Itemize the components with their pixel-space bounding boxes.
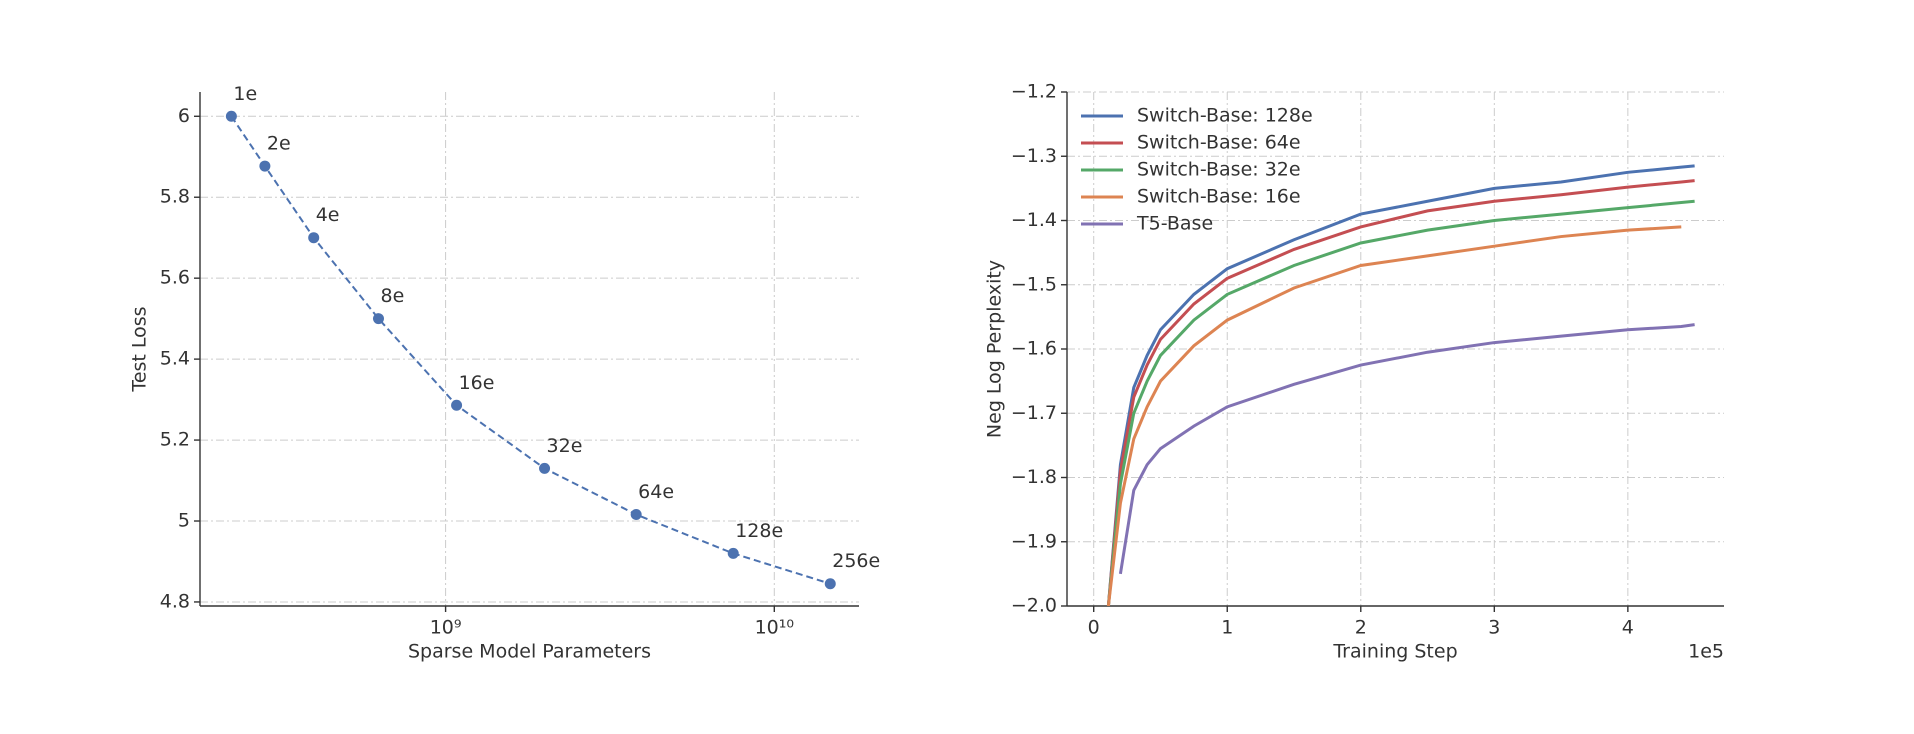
x-tick-label: 3: [1488, 617, 1500, 639]
legend-label: Switch-Base: 128e: [1137, 105, 1313, 127]
x-tick-label: 4: [1622, 617, 1634, 639]
point-label: 2e: [267, 133, 291, 155]
point-label: 64e: [638, 481, 674, 503]
y-tick-label: −1.6: [1011, 338, 1057, 360]
x-tick-label: 2: [1355, 617, 1367, 639]
y-tick-label: −2.0: [1011, 595, 1057, 617]
x-tick-label: 1: [1221, 617, 1233, 639]
point: [225, 110, 237, 122]
point: [539, 462, 551, 474]
y-tick-label: 5.4: [160, 348, 190, 370]
y-tick-label: −1.4: [1011, 209, 1057, 231]
plot-area: [1106, 164, 1695, 606]
legend-label: Switch-Base: 32e: [1137, 159, 1301, 181]
plot-area: [225, 110, 836, 590]
x-tick-label: 0: [1088, 617, 1100, 639]
y-tick-label: −1.3: [1011, 145, 1057, 167]
point: [727, 547, 739, 559]
y-axis-label: Test Loss: [129, 306, 151, 392]
series-line: [1106, 225, 1682, 606]
point-label: 1e: [233, 83, 257, 105]
point: [451, 399, 463, 411]
y-tick-label: −1.8: [1011, 466, 1057, 488]
series-line: [1106, 179, 1695, 606]
point: [824, 578, 836, 590]
series-line: [230, 115, 831, 585]
y-tick-label: 5: [178, 510, 190, 532]
y-tick-label: −1.7: [1011, 402, 1057, 424]
point: [259, 160, 271, 172]
y-tick-label: 5.8: [160, 186, 190, 208]
series-line: [1106, 199, 1695, 606]
y-axis-label: Neg Log Perplexity: [984, 260, 1006, 438]
point-label: 32e: [547, 435, 583, 457]
y-tick-label: 6: [178, 105, 190, 127]
legend-label: Switch-Base: 16e: [1137, 186, 1301, 208]
point-label: 4e: [316, 204, 340, 226]
point-label: 8e: [380, 285, 404, 307]
x-tick-label: 10¹⁰: [755, 617, 794, 639]
y-tick-label: 4.8: [160, 590, 190, 612]
point: [308, 232, 320, 244]
y-tick-label: −1.2: [1011, 81, 1057, 103]
legend-label: T5-Base: [1136, 213, 1213, 235]
point-label: 128e: [735, 520, 783, 542]
point-label: 256e: [832, 550, 880, 572]
point-label: 16e: [459, 372, 495, 394]
y-tick-label: −1.5: [1011, 273, 1057, 295]
x-axis-label: Training Step: [1332, 641, 1457, 663]
legend-label: Switch-Base: 64e: [1137, 132, 1301, 154]
point: [630, 509, 642, 521]
y-tick-label: 5.2: [160, 429, 190, 451]
y-tick-label: 5.6: [160, 267, 190, 289]
x-axis-label: Sparse Model Parameters: [408, 641, 651, 663]
point: [372, 313, 384, 325]
y-tick-label: −1.9: [1011, 530, 1057, 552]
x-tick-label: 10⁹: [430, 617, 462, 639]
x-offset-label: 1e5: [1688, 641, 1724, 663]
series-line: [1118, 323, 1695, 575]
series-line: [1106, 164, 1695, 606]
